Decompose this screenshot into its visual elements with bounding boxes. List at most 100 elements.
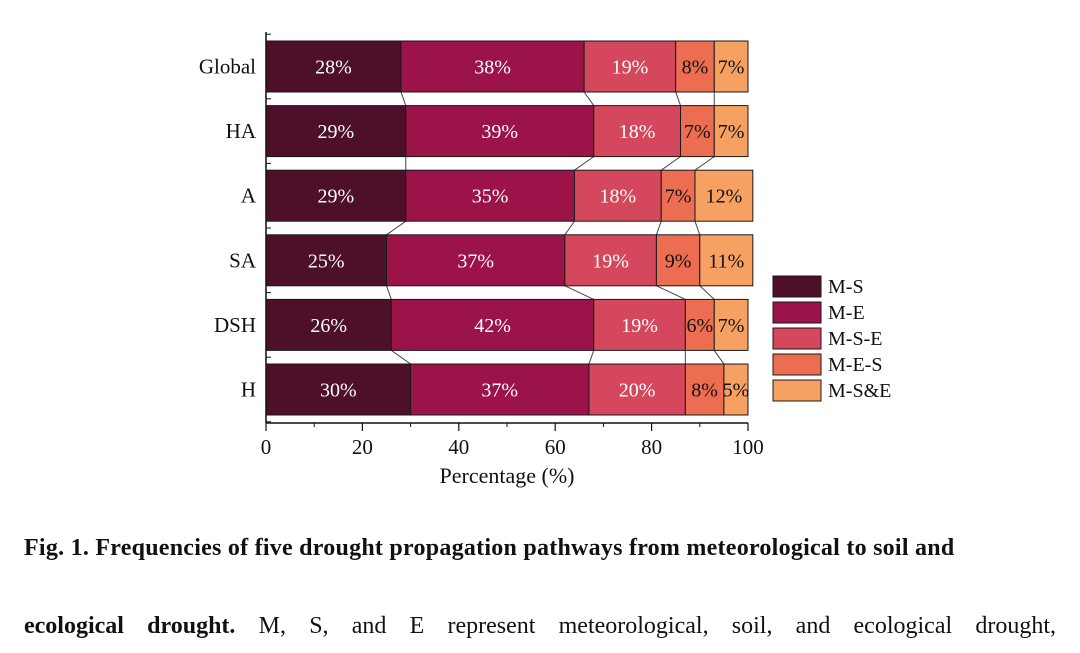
bar-value-label: 26% (310, 315, 347, 337)
bar-value-label: 6% (686, 315, 713, 337)
legend-label: M-E-S (828, 354, 882, 376)
bar-segment-m-e-dsh (390, 298, 595, 351)
bar-value-label: 8% (691, 380, 718, 402)
connector-line (386, 285, 392, 300)
bar-value-label: 19% (612, 57, 649, 79)
bar-segment-m-s-e-ha (713, 105, 749, 158)
connector-line (400, 91, 407, 106)
bar-value-label: 19% (592, 250, 629, 272)
x-axis-title: Percentage (%) (440, 463, 575, 488)
bar-segment-m-s-e-dsh (593, 298, 686, 351)
bar-segment-m-s-e-ha (593, 105, 682, 158)
bar-segment-m-s-a (265, 169, 407, 222)
y-tick-label: Global (199, 55, 256, 79)
bar-segment-m-s-e-a (573, 169, 662, 222)
bar-value-label: 20% (619, 380, 656, 402)
bar-value-label: 12% (706, 186, 743, 208)
connector-line (588, 350, 595, 365)
bar-value-label: 28% (315, 57, 352, 79)
bar-value-label: 29% (318, 121, 355, 143)
connector-line (694, 156, 715, 171)
x-tick-label: 20 (352, 435, 373, 459)
y-tick-label: H (241, 378, 256, 402)
stacked-bar-chart: 28% 38% 19% 8% 7% 29% 39% 18% 7% 7% 29% 35% 18% 7% 12%… (199, 32, 891, 488)
bar-value-label: 35% (472, 186, 509, 208)
bar-segment-m-e-a (405, 169, 575, 222)
legend-label: M-S&E (828, 380, 891, 402)
bar-segment-m-s-e-sa (699, 234, 754, 287)
bar-value-label: 19% (621, 315, 658, 337)
bar-value-label: 39% (481, 121, 518, 143)
bar-value-label: 7% (718, 57, 745, 79)
bar-segment-m-s-e-a (694, 169, 754, 222)
legend-label: M-S (828, 276, 864, 298)
bar-value-label: 18% (600, 186, 637, 208)
bar-segment-m-s-sa (265, 234, 387, 287)
bar-segment-m-s-dsh (265, 298, 392, 351)
legend-swatch (772, 353, 822, 376)
legend-swatch (772, 275, 822, 298)
y-tick-label: HA (226, 119, 257, 143)
connector-line (564, 285, 594, 300)
legend-swatch (772, 379, 822, 402)
legend-label: M-E (828, 302, 865, 324)
legend: M-S M-E M-S-E M-E-S M-S&E (772, 275, 891, 402)
connector-line (583, 91, 595, 106)
figure-caption-body: ecological drought. M, S, and E represen… (24, 611, 1056, 641)
bar-segment-m-e-s-sa (655, 234, 701, 287)
x-tick-label: 0 (261, 435, 272, 459)
y-tick-label: SA (229, 248, 257, 272)
connector-line (655, 221, 662, 235)
bar-value-label: 9% (665, 250, 692, 272)
bar-segment-m-s-e-dsh (713, 298, 749, 351)
x-tick-label: 40 (448, 435, 469, 459)
connector-line (386, 220, 407, 236)
bar-value-label: 38% (474, 57, 511, 79)
bar-value-label: 37% (457, 250, 494, 272)
connector-line (564, 220, 575, 236)
connector-line (675, 91, 681, 106)
bar-value-label: 18% (619, 121, 656, 143)
bar-value-label: 30% (320, 380, 357, 402)
bar-value-label: 7% (718, 121, 745, 143)
bar-value-label: 29% (318, 186, 355, 208)
caption-rest: M, S, and E represent meteorological, so… (235, 613, 1057, 639)
connector-line (656, 285, 686, 300)
bar-segment-m-e-global (400, 40, 585, 93)
x-axis: 0 20 40 60 80 100 (261, 422, 764, 459)
connector-line (574, 156, 595, 171)
bar-value-label: 7% (718, 315, 745, 337)
bars-group (265, 40, 754, 416)
bar-value-label: 25% (308, 250, 345, 272)
legend-swatch (772, 327, 822, 350)
legend-label: M-S-E (828, 328, 882, 350)
y-tick-label: DSH (214, 313, 256, 337)
legend-swatch (772, 301, 822, 324)
bar-segment-m-s-e-global (583, 40, 677, 93)
bar-value-label: 42% (474, 315, 511, 337)
caption-bold-phrase: ecological drought. (24, 613, 236, 639)
connector-line (660, 156, 681, 171)
bar-value-label: 11% (708, 250, 744, 272)
connector-line (713, 350, 725, 365)
bar-value-label: 8% (682, 57, 709, 79)
connector-line (694, 221, 701, 235)
figure-caption-title: Fig. 1. Frequencies of five drought prop… (24, 535, 955, 561)
bar-segment-m-e-s-a (660, 169, 696, 222)
bar-value-label: 7% (665, 186, 692, 208)
bar-value-label: 37% (481, 380, 518, 402)
x-tick-label: 80 (641, 435, 662, 459)
y-axis: Global HA A SA DSH H (199, 32, 271, 423)
x-tick-label: 60 (545, 435, 566, 459)
connector-lines (386, 91, 725, 365)
bar-segment-m-e-h (410, 363, 590, 416)
bar-value-label: 7% (684, 121, 711, 143)
bar-segment-m-s-e-sa (564, 234, 657, 287)
y-tick-label: A (241, 184, 257, 208)
bar-value-label: 5% (723, 380, 750, 402)
bar-segment-m-e-s-h (684, 363, 725, 416)
connector-line (699, 285, 715, 300)
bar-segment-m-s-e-h (723, 363, 749, 416)
connector-line (391, 349, 411, 365)
bar-segment-m-e-sa (386, 234, 566, 287)
